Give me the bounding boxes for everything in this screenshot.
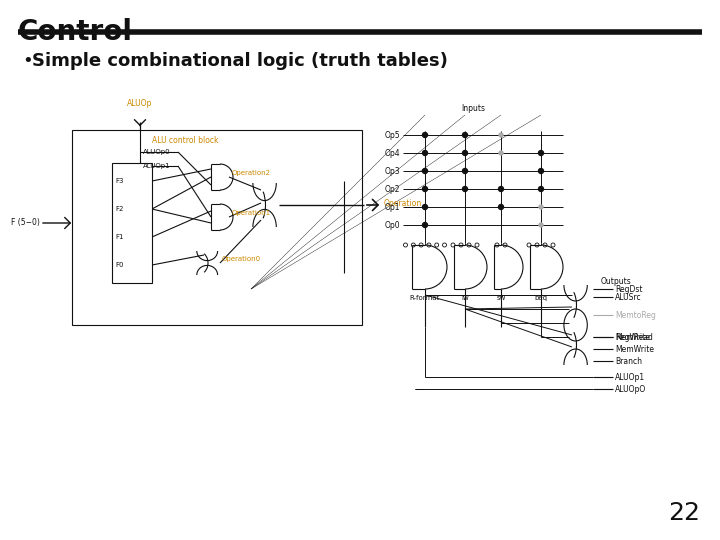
Text: ALUOpO: ALUOpO xyxy=(615,384,647,394)
Text: Op1: Op1 xyxy=(384,202,400,212)
Text: 22: 22 xyxy=(668,501,700,525)
Circle shape xyxy=(423,168,428,173)
Text: ALUOp1: ALUOp1 xyxy=(615,373,645,381)
Circle shape xyxy=(499,133,503,137)
Circle shape xyxy=(539,151,544,156)
Text: F3: F3 xyxy=(115,178,124,184)
Text: Outputs: Outputs xyxy=(601,277,631,286)
Circle shape xyxy=(423,132,428,138)
Text: R-format: R-format xyxy=(410,295,440,301)
Text: Simple combinational logic (truth tables): Simple combinational logic (truth tables… xyxy=(32,52,448,70)
Circle shape xyxy=(498,205,503,210)
Text: ALU control block: ALU control block xyxy=(152,136,218,145)
Text: RegWrite: RegWrite xyxy=(615,333,650,341)
Text: Op0: Op0 xyxy=(384,220,400,230)
Circle shape xyxy=(498,186,503,192)
Circle shape xyxy=(462,132,467,138)
Text: Operation0: Operation0 xyxy=(222,256,261,262)
Text: F (5−0): F (5−0) xyxy=(11,219,40,227)
Bar xyxy=(112,163,152,283)
Text: Branch: Branch xyxy=(615,356,642,366)
Text: Op5: Op5 xyxy=(384,131,400,139)
Text: •: • xyxy=(22,52,32,70)
Text: beq: beq xyxy=(534,295,547,301)
Circle shape xyxy=(423,151,428,156)
Text: ALUSrc: ALUSrc xyxy=(615,293,642,301)
Circle shape xyxy=(462,186,467,192)
Text: sw: sw xyxy=(496,295,505,301)
Text: Op4: Op4 xyxy=(384,148,400,158)
Text: F1: F1 xyxy=(115,234,124,240)
Circle shape xyxy=(499,151,503,155)
Circle shape xyxy=(423,222,428,227)
Circle shape xyxy=(539,186,544,192)
Text: F2: F2 xyxy=(115,206,123,212)
Text: lw: lw xyxy=(461,295,469,301)
Text: Op3: Op3 xyxy=(384,166,400,176)
Text: Operation1: Operation1 xyxy=(232,210,271,216)
Text: MemtoReg: MemtoReg xyxy=(615,310,656,320)
Circle shape xyxy=(539,223,543,227)
Text: Inputs: Inputs xyxy=(461,104,485,113)
Text: F0: F0 xyxy=(115,262,124,268)
Bar xyxy=(72,130,362,325)
Circle shape xyxy=(539,168,544,173)
Text: RegDst: RegDst xyxy=(615,285,642,294)
Text: Operation2: Operation2 xyxy=(232,170,271,176)
Text: Control: Control xyxy=(18,18,133,46)
Text: ALUOp: ALUOp xyxy=(127,99,153,108)
Text: Operation: Operation xyxy=(384,199,422,207)
Circle shape xyxy=(462,168,467,173)
Circle shape xyxy=(539,205,543,209)
Text: ALUOp1: ALUOp1 xyxy=(143,163,171,169)
Text: MemWrite: MemWrite xyxy=(615,345,654,354)
Circle shape xyxy=(462,151,467,156)
Circle shape xyxy=(423,186,428,192)
Text: MemRead: MemRead xyxy=(615,333,653,341)
Text: Op2: Op2 xyxy=(384,185,400,193)
Circle shape xyxy=(423,205,428,210)
Text: ALUOp0: ALUOp0 xyxy=(143,149,171,155)
